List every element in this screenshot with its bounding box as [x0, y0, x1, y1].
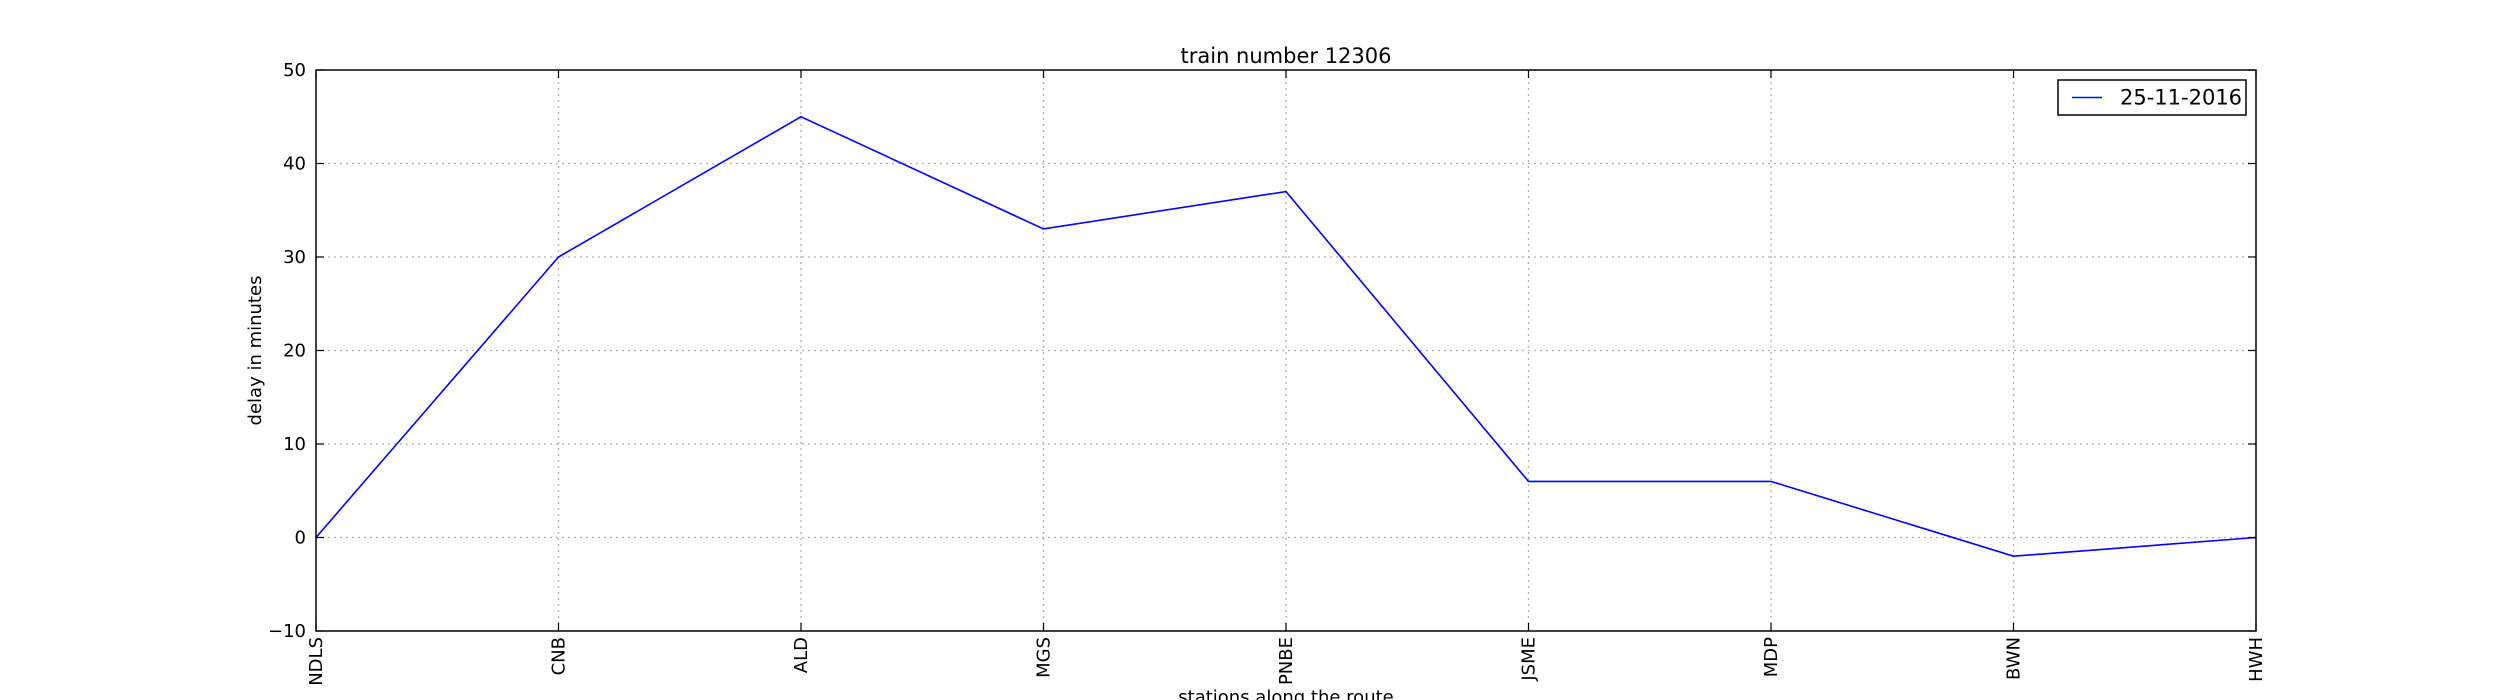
y-tick-label: −10: [268, 621, 306, 642]
legend-label-series-1: 25-11-2016: [2120, 86, 2242, 110]
x-axis-label: stations along the route: [1178, 687, 1393, 700]
x-tick-label-pnbe: PNBE: [1276, 637, 1297, 685]
y-tick-label: 50: [283, 60, 306, 81]
legend: 25-11-2016: [2057, 79, 2247, 116]
y-axis-label: delay in minutes: [245, 276, 266, 426]
x-tick-label-ndls: NDLS: [306, 637, 327, 686]
x-tick-label-ald: ALD: [791, 637, 812, 673]
x-tick-label-jsme: JSME: [1519, 637, 1540, 682]
x-tick-label-cnb: CNB: [549, 637, 570, 675]
y-tick-label: 10: [283, 434, 306, 455]
y-tick-label: 30: [283, 247, 306, 268]
y-tick-label: 0: [295, 528, 306, 549]
x-tick-label-bwn: BWN: [2004, 637, 2025, 680]
ticks: −10 0 10 20 30 40 50 NDLS CNB ALD MGS PNBE JSME MDP BW…: [268, 60, 2267, 686]
x-tick-label-mgs: MGS: [1034, 637, 1055, 678]
y-tick-label: 20: [283, 341, 306, 362]
chart-title: train number 12306: [1181, 44, 1392, 68]
y-tick-label: 40: [283, 154, 306, 175]
x-tick-label-hwh: HWH: [2246, 637, 2267, 682]
x-tick-label-mdp: MDP: [1761, 637, 1782, 677]
